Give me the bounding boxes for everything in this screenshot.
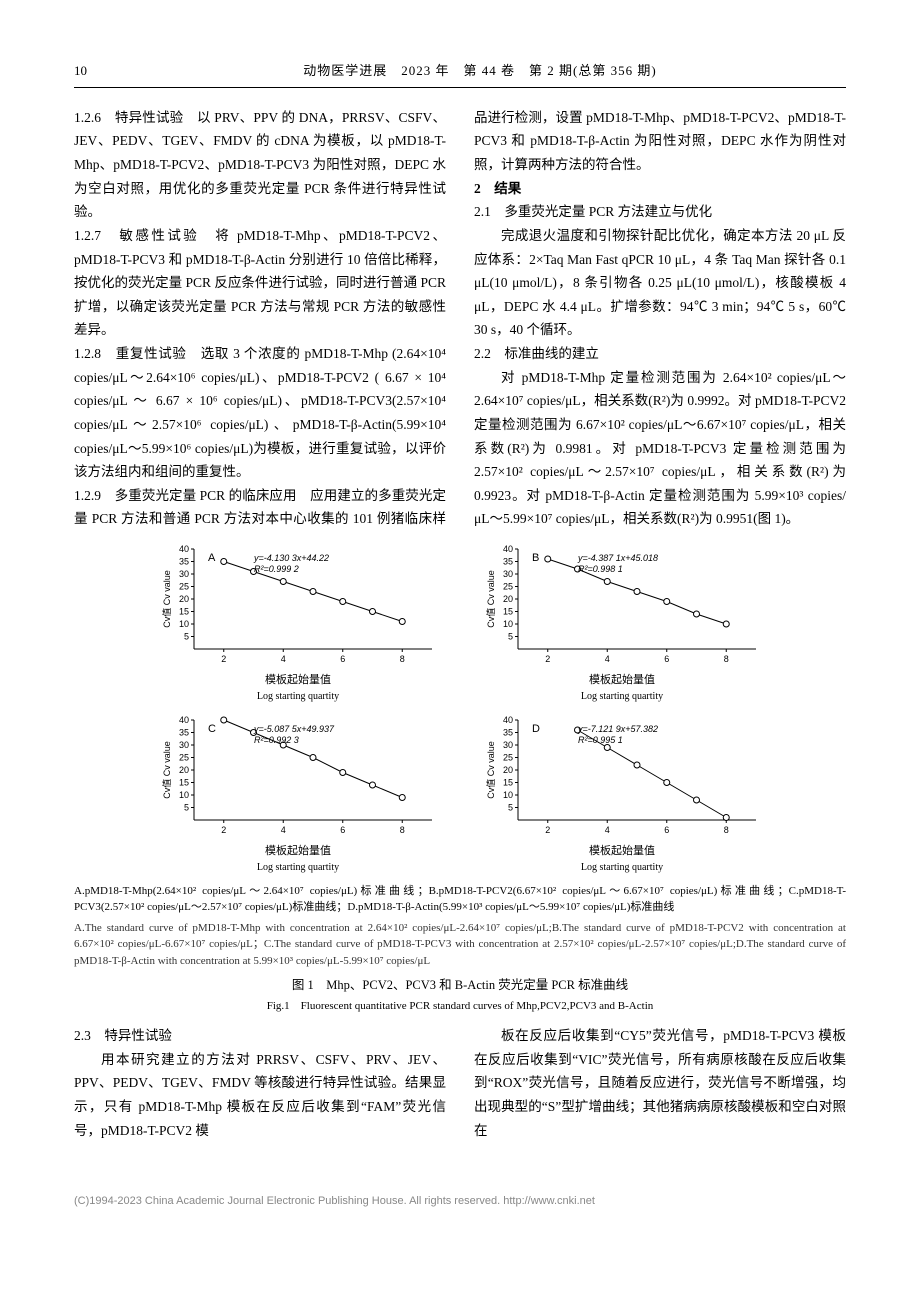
svg-text:30: 30: [503, 740, 513, 750]
chart-cell-c: 5 10 15 20 25 30 35 40 2 4 6 8 Cy=-5.087 5x+49.937R²…: [158, 714, 438, 877]
page-header: 10 动物医学进展 2023 年 第 44 卷 第 2 期(总第 356 期): [74, 60, 846, 88]
chart-cell-a: 5 10 15 20 25 30 35 40 2 4 6 8 Ay=-4.130 3x+44.22R²=…: [158, 543, 438, 706]
svg-text:5: 5: [184, 632, 189, 642]
svg-text:4: 4: [281, 654, 286, 664]
svg-text:30: 30: [179, 569, 189, 579]
svg-text:8: 8: [400, 825, 405, 835]
svg-text:4: 4: [605, 654, 610, 664]
svg-text:Cv值 Cv value: Cv值 Cv value: [485, 741, 496, 799]
svg-text:2: 2: [545, 654, 550, 664]
svg-text:8: 8: [400, 654, 405, 664]
svg-text:y=-4.387 1x+45.018: y=-4.387 1x+45.018: [577, 553, 658, 563]
para-2-3-a: 用本研究建立的方法对 PRRSV、CSFV、PRV、JEV、PPV、PEDV、T…: [74, 1048, 446, 1143]
journal-info: 动物医学进展 2023 年 第 44 卷 第 2 期(总第 356 期): [114, 60, 846, 83]
svg-text:25: 25: [503, 582, 513, 592]
svg-text:10: 10: [179, 790, 189, 800]
svg-text:R²=0.999 2: R²=0.999 2: [254, 564, 299, 574]
svg-text:R²=0.995 1: R²=0.995 1: [578, 735, 623, 745]
svg-text:2: 2: [221, 654, 226, 664]
svg-text:C: C: [208, 723, 216, 735]
svg-text:5: 5: [184, 802, 189, 812]
svg-text:2: 2: [221, 825, 226, 835]
svg-text:4: 4: [605, 825, 610, 835]
chart-cell-d: 5 10 15 20 25 30 35 40 2 4 6 8 Dy=-7.121 9x+57.382R²…: [482, 714, 762, 877]
svg-text:y=-5.087 5x+49.937: y=-5.087 5x+49.937: [253, 724, 335, 734]
svg-text:10: 10: [503, 619, 513, 629]
para-2-1: 完成退火温度和引物探针配比优化，确定本方法 20 μL 反应体系：2×Taq M…: [474, 224, 846, 342]
heading-2-1: 2.1 多重荧光定量 PCR 方法建立与优化: [474, 200, 846, 224]
svg-text:15: 15: [503, 777, 513, 787]
svg-text:30: 30: [179, 740, 189, 750]
svg-text:6: 6: [664, 825, 669, 835]
svg-text:8: 8: [724, 825, 729, 835]
figure-caption-cn: A.pMD18-T-Mhp(2.64×10² copies/μL～2.64×10…: [74, 883, 846, 916]
svg-text:6: 6: [340, 654, 345, 664]
svg-text:35: 35: [179, 557, 189, 567]
svg-text:10: 10: [179, 619, 189, 629]
figure-1: 5101520253035402468Ay=-4.130 3x+44.22R²=…: [74, 543, 846, 1016]
svg-text:15: 15: [179, 607, 189, 617]
chart-panel-b: 5 10 15 20 25 30 35 40 2 4 6 8 By=-4.387 1x+45.018R²…: [482, 543, 762, 673]
figure-title-en: Fig.1 Fluorescent quantitative PCR stand…: [74, 997, 846, 1016]
heading-2-2: 2.2 标准曲线的建立: [474, 342, 846, 366]
svg-text:R²=0.998 1: R²=0.998 1: [578, 564, 623, 574]
svg-text:Cv值 Cv value: Cv值 Cv value: [161, 741, 172, 799]
svg-text:D: D: [532, 723, 540, 735]
svg-text:40: 40: [503, 715, 513, 725]
svg-text:6: 6: [340, 825, 345, 835]
para-2-2: 对 pMD18-T-Mhp 定量检测范围为 2.64×10² copies/μL…: [474, 366, 846, 531]
svg-text:10: 10: [503, 790, 513, 800]
svg-text:40: 40: [179, 715, 189, 725]
svg-text:5: 5: [508, 802, 513, 812]
svg-text:20: 20: [503, 765, 513, 775]
chart-cell-b: 5 10 15 20 25 30 35 40 2 4 6 8 By=-4.387 1x+45.018R²…: [482, 543, 762, 706]
x-axis-label-en: Log starting quartity: [158, 688, 438, 706]
svg-text:35: 35: [503, 727, 513, 737]
svg-text:20: 20: [179, 594, 189, 604]
para-1-2-6: 1.2.6 特异性试验 以 PRV、PPV 的 DNA，PRRSV、CSFV、J…: [74, 106, 446, 224]
svg-text:25: 25: [503, 752, 513, 762]
body-columns: 1.2.6 特异性试验 以 PRV、PPV 的 DNA，PRRSV、CSFV、J…: [74, 106, 846, 531]
svg-text:Cv值 Cv value: Cv值 Cv value: [485, 570, 496, 628]
svg-text:8: 8: [724, 654, 729, 664]
svg-text:y=-4.130 3x+44.22: y=-4.130 3x+44.22: [253, 553, 329, 563]
chart-panel-a: 5 10 15 20 25 30 35 40 2 4 6 8 Ay=-4.130 3x+44.22R²=…: [158, 543, 438, 673]
svg-text:20: 20: [179, 765, 189, 775]
chart-panel-d: 5 10 15 20 25 30 35 40 2 4 6 8 Dy=-7.121 9x+57.382R²…: [482, 714, 762, 844]
svg-text:R²=0.992 3: R²=0.992 3: [254, 735, 299, 745]
page-number: 10: [74, 60, 114, 83]
svg-text:Cv值 Cv value: Cv值 Cv value: [161, 570, 172, 628]
heading-2: 2 结果: [474, 177, 846, 201]
svg-text:B: B: [532, 552, 539, 564]
svg-text:35: 35: [503, 557, 513, 567]
svg-text:y=-7.121 9x+57.382: y=-7.121 9x+57.382: [577, 724, 658, 734]
svg-text:35: 35: [179, 727, 189, 737]
x-axis-label-en: Log starting quartity: [482, 688, 762, 706]
x-axis-label-en: Log starting quartity: [482, 859, 762, 877]
svg-text:A: A: [208, 552, 216, 564]
svg-text:40: 40: [503, 544, 513, 554]
body-columns-2: 2.3 特异性试验 用本研究建立的方法对 PRRSV、CSFV、PRV、JEV、…: [74, 1024, 846, 1142]
svg-text:40: 40: [179, 544, 189, 554]
svg-text:15: 15: [179, 777, 189, 787]
para-2-3-b: 板在反应后收集到“CY5”荧光信号，pMD18-T-PCV3 模板在反应后收集到…: [474, 1024, 846, 1142]
figure-title-cn: 图 1 Mhp、PCV2、PCV3 和 B-Actin 荧光定量 PCR 标准曲…: [74, 975, 846, 997]
svg-text:15: 15: [503, 607, 513, 617]
para-1-2-7: 1.2.7 敏感性试验 将 pMD18-T-Mhp、pMD18-T-PCV2、p…: [74, 224, 446, 342]
heading-2-3: 2.3 特异性试验: [74, 1024, 446, 1048]
svg-text:20: 20: [503, 594, 513, 604]
svg-text:4: 4: [281, 825, 286, 835]
page-footer: (C)1994-2023 China Academic Journal Elec…: [74, 1192, 846, 1211]
svg-text:2: 2: [545, 825, 550, 835]
x-axis-label-en: Log starting quartity: [158, 859, 438, 877]
svg-text:5: 5: [508, 632, 513, 642]
svg-text:6: 6: [664, 654, 669, 664]
svg-text:25: 25: [179, 582, 189, 592]
figure-caption-en: A.The standard curve of pMD18-T-Mhp with…: [74, 920, 846, 970]
svg-text:25: 25: [179, 752, 189, 762]
para-1-2-8: 1.2.8 重复性试验 选取 3 个浓度的 pMD18-T-Mhp (2.64×…: [74, 342, 446, 484]
svg-text:30: 30: [503, 569, 513, 579]
chart-panel-c: 5 10 15 20 25 30 35 40 2 4 6 8 Cy=-5.087 5x+49.937R²…: [158, 714, 438, 844]
